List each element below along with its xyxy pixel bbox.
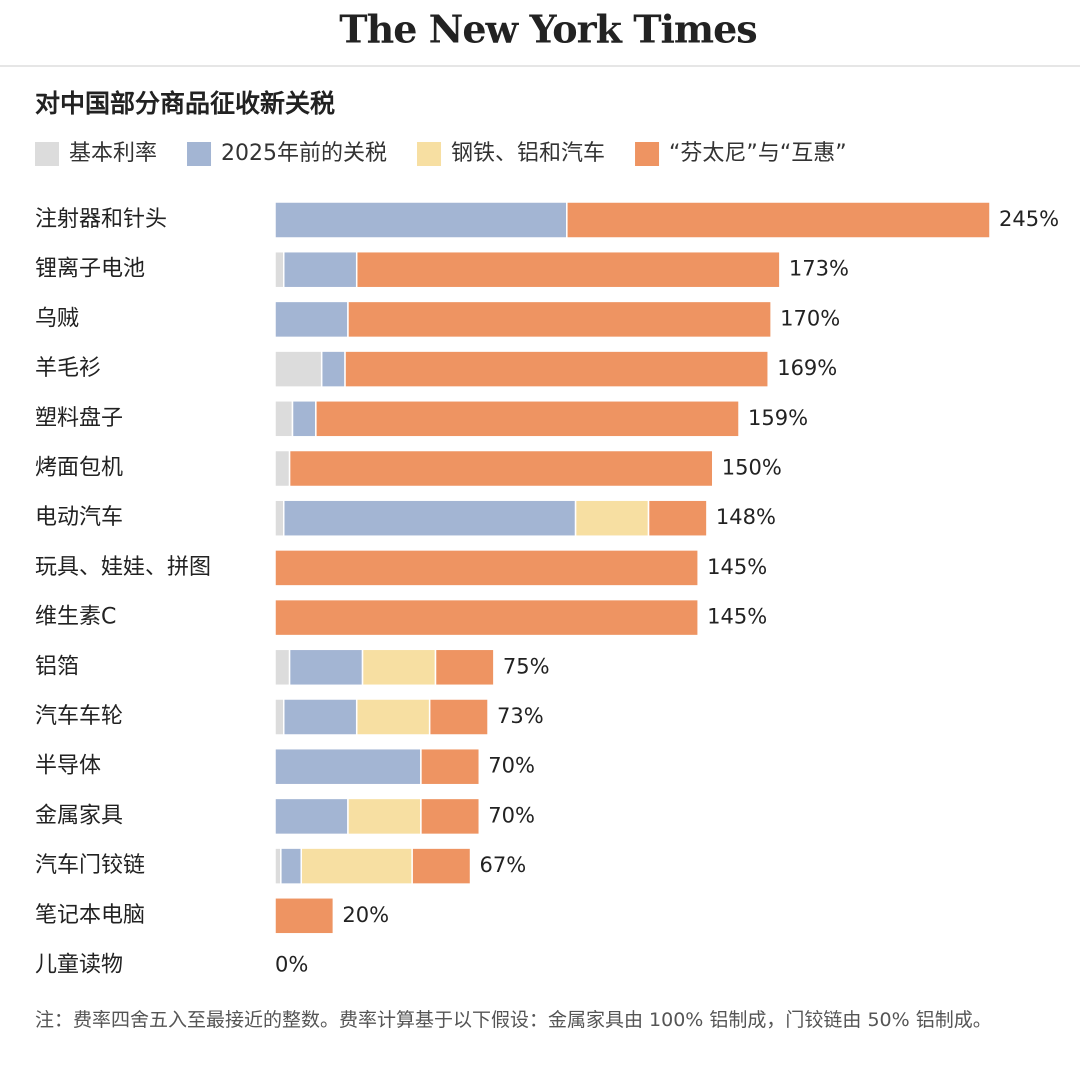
bar-segment <box>428 698 489 736</box>
bar-segment <box>274 449 291 488</box>
bar-segment <box>361 648 437 687</box>
bar-segment <box>274 747 422 786</box>
y-tick-label: 烤面包机 <box>35 456 123 481</box>
chart: The New York Times 对中国部分商品征收新关税 基本利率 2025… <box>0 7 1080 978</box>
value-label: 70% <box>488 803 535 827</box>
bar-segment <box>274 300 349 339</box>
bar-segment <box>288 648 364 687</box>
value-label: 20% <box>342 903 389 927</box>
bar-segment <box>574 499 650 537</box>
y-tick-label: 玩具、娃娃、拼图 <box>35 555 211 580</box>
bar-segment <box>274 698 285 736</box>
value-label: 0% <box>275 953 308 977</box>
bar-segment <box>344 350 769 388</box>
y-tick-label: 电动汽车 <box>35 505 123 530</box>
legend-swatch <box>417 142 442 166</box>
bar-segment <box>420 797 481 836</box>
value-label: 67% <box>480 853 527 877</box>
y-tick-label: 金属家具 <box>35 803 123 828</box>
bar-segment <box>274 897 335 935</box>
bar-segment <box>274 847 282 885</box>
value-label: 145% <box>707 555 767 579</box>
y-tick-label: 维生素C <box>35 605 116 630</box>
y-tick-label: 铝箔 <box>35 654 79 679</box>
masthead: The New York Times <box>339 7 756 52</box>
bar-segment <box>411 847 472 885</box>
bar-segment <box>274 499 285 537</box>
bar-segment <box>355 698 431 736</box>
bar-segment <box>288 449 714 488</box>
bar-segment <box>647 499 708 537</box>
bar-segment <box>347 797 422 836</box>
note: 注：费率四舍五入至最接近的整数。费率计算基于以下假设：金属家具由 100% 铝制… <box>35 1009 992 1031</box>
bar-segment <box>274 350 323 388</box>
y-tick-label: 半导体 <box>35 754 101 779</box>
value-label: 75% <box>503 654 550 678</box>
bar-segment <box>274 648 291 687</box>
legend-label: 钢铁、铝和汽车 <box>451 141 605 166</box>
legend-label: 基本利率 <box>69 141 157 166</box>
legend-swatch <box>187 142 212 166</box>
bar-segment <box>274 598 699 637</box>
y-tick-label: 羊毛衫 <box>35 356 101 381</box>
y-tick-label: 注射器和针头 <box>35 207 167 232</box>
bar-segment <box>566 201 991 239</box>
bar-segment <box>274 201 568 239</box>
legend-label: “芬太尼”与“互惠” <box>669 141 847 166</box>
value-label: 245% <box>999 207 1059 231</box>
bar-segment <box>274 250 285 289</box>
value-label: 73% <box>497 704 544 728</box>
bar-segment <box>274 549 699 587</box>
bar-segment <box>300 847 413 885</box>
bar-segment <box>283 499 577 537</box>
legend-swatch <box>635 142 660 166</box>
legend-label: 2025年前的关税 <box>221 141 387 166</box>
bar-segment <box>420 747 481 786</box>
bar-segment <box>283 698 358 736</box>
value-label: 173% <box>789 257 849 281</box>
value-label: 169% <box>777 356 837 380</box>
bar-segment <box>355 250 781 289</box>
bar-segment <box>283 250 358 289</box>
y-tick-label: 汽车门铰链 <box>35 853 145 878</box>
y-tick-label: 锂离子电池 <box>35 257 145 282</box>
y-tick-label: 乌贼 <box>35 306 79 331</box>
y-tick-label: 汽车车轮 <box>35 704 123 729</box>
bar-segment <box>280 847 303 885</box>
bar-segment <box>320 350 346 388</box>
value-label: 70% <box>488 754 535 778</box>
value-label: 148% <box>716 505 776 529</box>
y-tick-label: 儿童读物 <box>35 953 123 978</box>
bar-segment <box>274 400 294 438</box>
bar-segment <box>291 400 317 438</box>
value-label: 159% <box>748 406 808 430</box>
chart-title: 对中国部分商品征收新关税 <box>35 89 335 118</box>
bar-segment <box>434 648 495 687</box>
value-label: 150% <box>722 456 782 480</box>
y-tick-label: 笔记本电脑 <box>35 903 145 928</box>
bar-segment <box>274 797 349 836</box>
bar-segment <box>347 300 772 339</box>
y-tick-label: 塑料盘子 <box>35 406 123 431</box>
legend-swatch <box>35 142 59 166</box>
value-label: 170% <box>780 306 840 330</box>
bar-segment <box>315 400 740 438</box>
value-label: 145% <box>707 605 767 629</box>
